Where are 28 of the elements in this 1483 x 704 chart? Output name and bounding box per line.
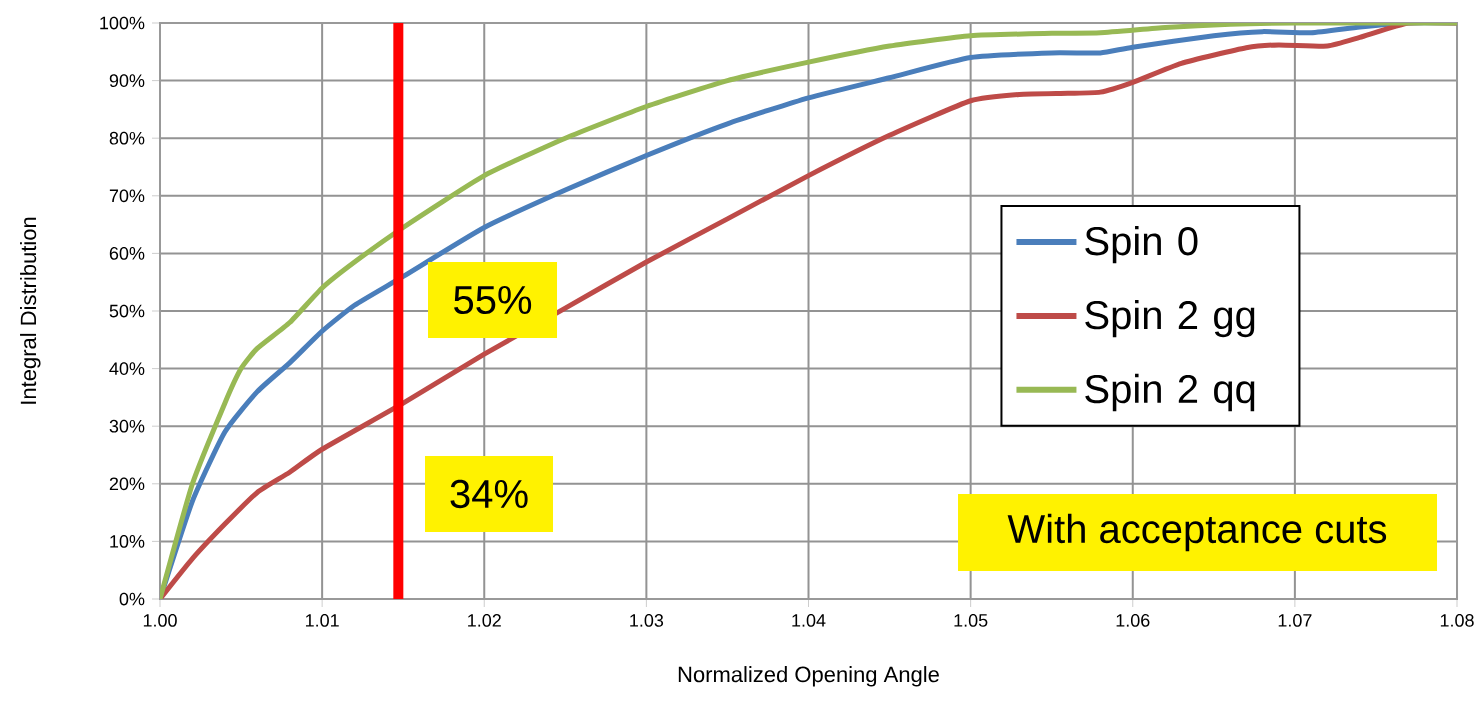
x-tick-label: 1.00 [143, 614, 177, 627]
x-tick-label: 1.06 [1116, 614, 1150, 627]
y-axis-title: Integral Distribution [20, 217, 41, 404]
x-tick-label: 1.01 [305, 614, 339, 627]
y-tick-label: 60% [109, 247, 145, 260]
y-tick-label: 40% [109, 362, 145, 375]
x-tick-label: 1.05 [954, 614, 988, 627]
y-tick-label: 0% [119, 592, 145, 606]
y-tick-label: 20% [109, 477, 145, 491]
y-tick-label: 100% [100, 16, 145, 30]
y-tick-label: 80% [109, 131, 145, 145]
x-axis-title: Normalized Opening Angle [678, 666, 939, 687]
x-tick-label: 1.03 [630, 614, 664, 627]
x-tick-label: 1.07 [1278, 614, 1312, 627]
annotation: 34% [450, 479, 528, 509]
y-tick-label: 70% [109, 189, 145, 203]
x-tick-label: 1.04 [792, 614, 826, 627]
y-tick-label: 30% [109, 419, 145, 433]
legend-label: Spin 2 gg [1085, 299, 1255, 338]
y-tick-label: 90% [109, 74, 145, 87]
x-tick-label: 1.02 [468, 614, 501, 627]
annotation: With acceptance cuts [1007, 513, 1387, 552]
y-tick-label: 50% [109, 304, 145, 318]
legend-label: Spin 0 [1085, 225, 1198, 264]
annotation: 55% [454, 285, 532, 315]
y-tick-label: 10% [110, 535, 145, 548]
x-tick-label: 1.08 [1440, 614, 1474, 627]
legend-label: Spin 2 qq [1085, 373, 1255, 412]
